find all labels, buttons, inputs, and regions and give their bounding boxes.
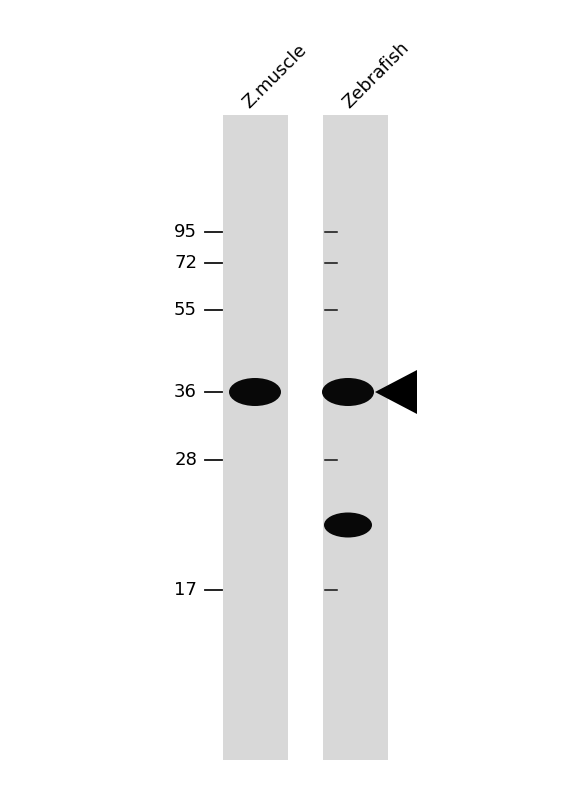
Text: 36: 36	[174, 383, 197, 401]
Text: 28: 28	[174, 451, 197, 469]
Text: 55: 55	[174, 301, 197, 319]
Ellipse shape	[324, 513, 372, 538]
Text: 17: 17	[174, 581, 197, 599]
Polygon shape	[375, 370, 417, 414]
Bar	[223, 115, 288, 760]
Ellipse shape	[229, 378, 281, 406]
Text: Z.muscle: Z.muscle	[239, 41, 310, 112]
Bar	[323, 115, 388, 760]
Text: 95: 95	[174, 223, 197, 241]
Ellipse shape	[322, 378, 374, 406]
Text: Zebrafish: Zebrafish	[339, 38, 412, 112]
Text: 72: 72	[174, 254, 197, 272]
